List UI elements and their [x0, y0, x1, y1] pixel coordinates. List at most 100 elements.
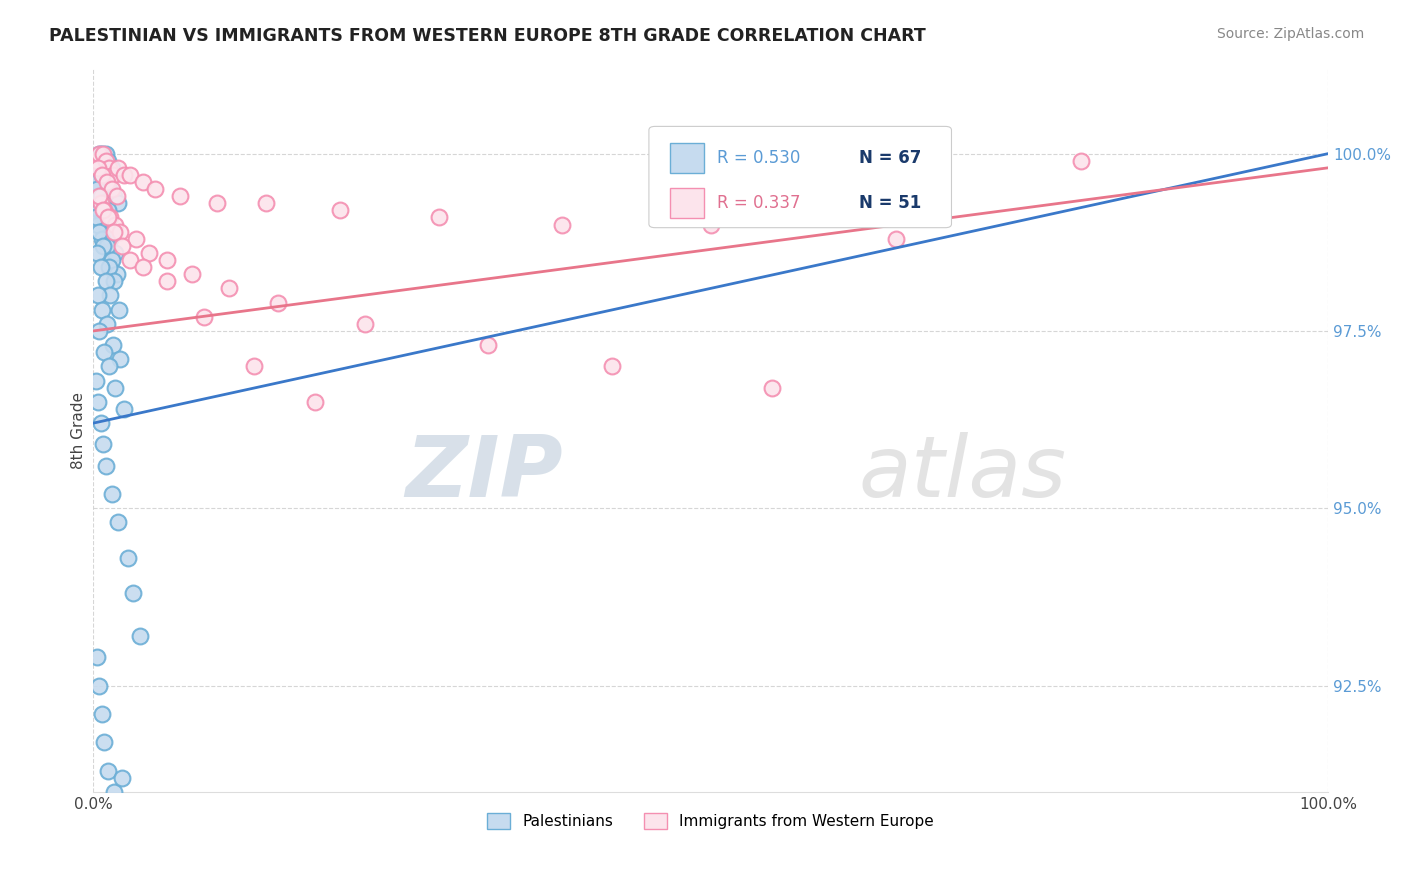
Point [121, 586, 143, 600]
Point [90, 168, 112, 182]
Point [193, 310, 215, 324]
Point [156, 253, 179, 268]
Point [90, 302, 112, 317]
Point [89, 203, 111, 218]
Point [143, 182, 166, 196]
Point [90, 706, 112, 721]
Point [105, 189, 128, 203]
Legend: Palestinians, Immigrants from Western Europe: Palestinians, Immigrants from Western Eu… [481, 806, 941, 835]
Point [94, 274, 117, 288]
Point [1070, 153, 1092, 168]
Point [89, 225, 111, 239]
Text: R = 0.337: R = 0.337 [717, 194, 800, 212]
Point [86, 153, 108, 168]
Point [89, 324, 111, 338]
Point [100, 288, 122, 302]
Point [254, 196, 277, 211]
Point [181, 267, 204, 281]
Point [169, 189, 191, 203]
Point [101, 338, 124, 352]
Text: ZIP: ZIP [405, 432, 562, 516]
Point [112, 401, 135, 416]
Point [87, 218, 110, 232]
Point [87, 288, 110, 302]
Point [156, 274, 179, 288]
Point [91, 146, 114, 161]
Point [129, 629, 152, 643]
Point [107, 196, 129, 211]
Point [94, 146, 117, 161]
Point [91, 437, 114, 451]
Point [101, 225, 124, 239]
Point [90, 196, 112, 211]
Point [84, 374, 107, 388]
Point [98, 161, 121, 175]
Point [86, 182, 108, 196]
Point [103, 189, 125, 203]
Y-axis label: 8th Grade: 8th Grade [72, 392, 86, 468]
Point [218, 281, 240, 295]
Point [96, 175, 118, 189]
Point [100, 232, 122, 246]
Point [91, 203, 114, 218]
Point [87, 161, 110, 175]
Point [87, 161, 110, 175]
Text: Source: ZipAtlas.com: Source: ZipAtlas.com [1216, 27, 1364, 41]
Point [110, 771, 132, 785]
Point [90, 168, 112, 182]
Point [138, 246, 160, 260]
Point [96, 168, 118, 182]
Point [112, 168, 135, 182]
Point [100, 161, 122, 175]
Point [97, 764, 120, 778]
Point [84, 175, 107, 189]
Point [101, 168, 124, 182]
Point [329, 203, 352, 218]
Point [131, 175, 153, 189]
Point [267, 295, 290, 310]
Point [86, 650, 108, 665]
Point [103, 785, 125, 799]
Point [98, 182, 121, 196]
Point [90, 260, 112, 274]
Text: atlas: atlas [859, 432, 1067, 516]
Point [89, 189, 111, 203]
Point [93, 153, 115, 168]
Point [110, 225, 132, 239]
Point [600, 359, 623, 374]
Bar [669, 143, 704, 173]
Point [304, 395, 326, 409]
Point [84, 211, 107, 225]
FancyBboxPatch shape [650, 127, 952, 227]
Point [100, 211, 122, 225]
Point [89, 146, 111, 161]
Point [104, 246, 127, 260]
Point [100, 253, 122, 268]
Point [205, 196, 228, 211]
Point [100, 487, 122, 501]
Point [86, 153, 108, 168]
Point [107, 161, 129, 175]
Point [91, 146, 114, 161]
Point [551, 218, 574, 232]
Point [97, 203, 120, 218]
Point [477, 338, 499, 352]
Bar [669, 188, 704, 219]
Point [97, 153, 120, 168]
Point [91, 211, 114, 225]
Point [94, 153, 117, 168]
Point [93, 196, 115, 211]
Point [89, 146, 111, 161]
Point [125, 232, 148, 246]
Point [117, 550, 139, 565]
Point [699, 218, 721, 232]
Text: R = 0.530: R = 0.530 [717, 149, 800, 167]
Point [90, 416, 112, 430]
Point [94, 458, 117, 473]
Point [427, 211, 450, 225]
Point [104, 218, 127, 232]
Point [98, 260, 121, 274]
Text: N = 67: N = 67 [859, 149, 921, 167]
Point [120, 253, 142, 268]
Point [242, 359, 264, 374]
